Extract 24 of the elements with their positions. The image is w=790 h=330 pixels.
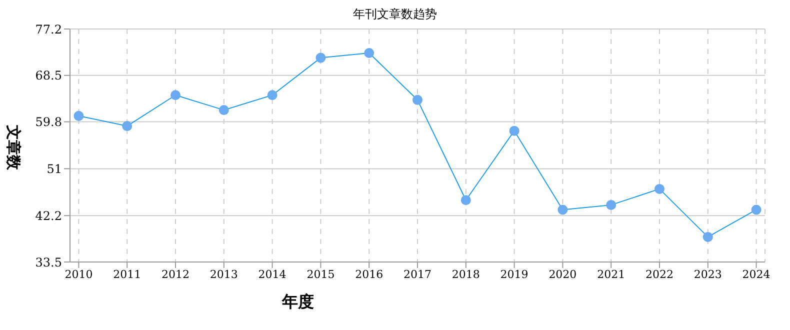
x-tick-label: 2024 [742, 268, 770, 281]
x-tick-label: 2013 [210, 268, 238, 281]
x-tick-label: 2018 [452, 268, 480, 281]
y-axis-title: 文章数 [4, 124, 22, 172]
x-tick-label: 2023 [694, 268, 722, 281]
x-tick-label: 2016 [355, 268, 384, 281]
y-tick-label: 51 [46, 162, 62, 176]
x-tick-label: 2017 [404, 268, 432, 281]
chart-title: 年刊文章数趋势 [352, 6, 438, 23]
x-tick-label: 2020 [548, 268, 577, 281]
y-tick-label: 33.5 [35, 255, 62, 270]
x-tick-label: 2012 [162, 268, 190, 281]
x-tick-label: 2015 [306, 268, 335, 281]
x-tick-label: 2011 [113, 268, 142, 281]
x-tick-label: 2019 [500, 268, 528, 281]
y-tick-label: 59.8 [35, 115, 62, 130]
y-tick-label: 42.2 [35, 208, 62, 223]
x-tick-label: 2014 [258, 268, 286, 281]
x-tick-label: 2022 [645, 268, 674, 281]
x-axis-title: 年度 [282, 292, 314, 313]
y-tick-label: 68.5 [35, 68, 62, 83]
x-tick-label: 2021 [597, 268, 626, 281]
y-tick-label: 77.2 [35, 22, 62, 36]
x-tick-label: 2010 [64, 268, 93, 281]
